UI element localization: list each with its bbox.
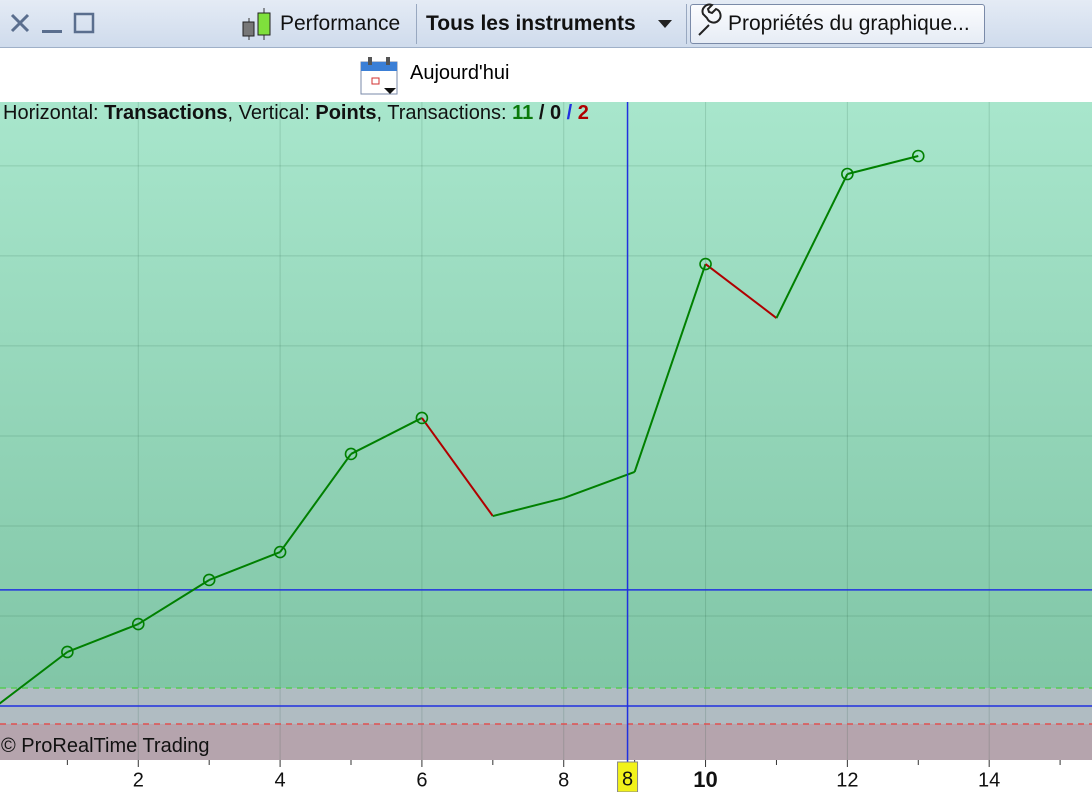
cursor-label-bg bbox=[617, 761, 639, 792]
equity-segment bbox=[492, 497, 564, 518]
trade-marker bbox=[202, 573, 216, 587]
info-text: 11 bbox=[512, 102, 534, 124]
trade-marker bbox=[273, 545, 287, 559]
info-text: 2 bbox=[577, 102, 589, 124]
window-controls bbox=[10, 12, 95, 34]
trade-marker bbox=[841, 167, 854, 181]
close-icon[interactable] bbox=[10, 13, 30, 33]
wrench-icon bbox=[698, 3, 722, 36]
minimize-icon[interactable] bbox=[42, 30, 62, 33]
properties-button[interactable] bbox=[690, 4, 985, 44]
plot-area bbox=[0, 102, 1092, 760]
info-text: Horizontal: bbox=[3, 102, 105, 124]
trade-marker bbox=[131, 617, 145, 631]
maximize-icon[interactable] bbox=[73, 12, 95, 34]
trade-marker bbox=[415, 411, 429, 425]
equity-segment bbox=[421, 417, 494, 517]
info-text: 0 bbox=[549, 102, 562, 124]
x-tick-label: 10 bbox=[693, 767, 717, 792]
equity-segment bbox=[847, 155, 919, 175]
performance-button[interactable]: Performance bbox=[280, 12, 401, 35]
properties-label[interactable]: Propriétés du graphique... bbox=[728, 12, 970, 35]
equity-segment bbox=[350, 417, 423, 455]
equity-segment bbox=[0, 651, 68, 705]
today-button[interactable]: Aujourd'hui bbox=[410, 62, 510, 84]
trade-marker bbox=[911, 149, 925, 163]
info-text: , Vertical: bbox=[227, 102, 316, 124]
instruments-dropdown[interactable]: Tous les instruments bbox=[426, 12, 636, 35]
equity-segment bbox=[279, 453, 352, 553]
info-text: Points bbox=[315, 102, 377, 124]
equity-segment bbox=[775, 173, 849, 319]
separator bbox=[416, 4, 417, 44]
info-text: Transactions bbox=[104, 102, 228, 124]
x-tick-label: 12 bbox=[836, 769, 858, 791]
trade-marker bbox=[344, 447, 358, 461]
copyright: © ProRealTime Trading bbox=[1, 735, 210, 757]
equity-segment bbox=[137, 579, 210, 625]
trade-marker bbox=[61, 645, 74, 659]
toolbar: Performance Tous les instruments Proprié… bbox=[0, 0, 1092, 48]
x-tick-label: 14 bbox=[978, 769, 1000, 791]
x-tick-label: 8 bbox=[558, 769, 569, 791]
info-line: Horizontal: Transactions, Vertical: Poin… bbox=[3, 102, 589, 125]
info-text: / bbox=[533, 102, 550, 124]
date-bar: Aujourd'hui bbox=[0, 48, 1092, 102]
info-text: / bbox=[561, 102, 578, 124]
cursor-label: 8 bbox=[622, 768, 633, 790]
equity-segment bbox=[563, 471, 635, 499]
equity-segment bbox=[633, 263, 707, 473]
x-tick-label: 4 bbox=[275, 769, 286, 791]
equity-segment bbox=[208, 551, 281, 581]
info-text: , Transactions: bbox=[376, 102, 513, 124]
dropdown-arrow[interactable] bbox=[655, 0, 675, 48]
performance-icon bbox=[242, 8, 271, 40]
x-tick-label: 6 bbox=[416, 769, 427, 791]
equity-segment bbox=[66, 623, 139, 653]
equity-segment bbox=[704, 263, 778, 319]
trade-marker bbox=[699, 257, 712, 271]
separator bbox=[686, 4, 687, 44]
x-tick-label: 2 bbox=[133, 769, 144, 791]
zone bbox=[0, 723, 1092, 760]
calendar-icon[interactable] bbox=[358, 54, 402, 98]
x-axis-area bbox=[0, 760, 1092, 792]
